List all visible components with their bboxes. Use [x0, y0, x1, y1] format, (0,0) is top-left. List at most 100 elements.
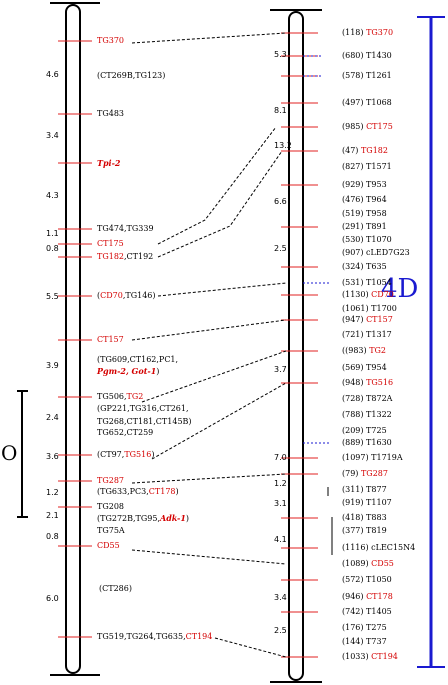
left-marker-20: TG75A [97, 526, 125, 536]
left-marker-21: CD55 [97, 541, 120, 551]
right-marker-15: (1130) CD70 [342, 290, 394, 300]
right-distance-3: 6.6 [274, 197, 287, 206]
right-marker-35: (946) CT178 [342, 592, 393, 602]
bracket-symbol: O [1, 441, 18, 465]
right-marker-12: (907) cLED7G23 [342, 248, 410, 258]
marker-name-segment: CT194 [371, 652, 398, 661]
marker-name-segment: (CT269B,TG123) [97, 71, 166, 80]
marker-name-segment: (531) T1054 [342, 278, 392, 287]
marker-name-segment: Pgm-2, Got-1 [97, 366, 157, 376]
right-marker-38: (144) T737 [342, 637, 387, 647]
left-distance-3: 1.1 [46, 229, 59, 238]
right-marker-19: ((983) TG2 [342, 346, 386, 356]
right-marker-11: (530) T1070 [342, 235, 392, 245]
connector-4 [131, 319, 287, 341]
left-distance-2: 4.3 [46, 191, 59, 200]
marker-name-segment: (519) T958 [342, 209, 387, 218]
marker-name-segment: (476) T964 [342, 195, 387, 204]
right-distance-11: 2.5 [274, 626, 287, 635]
marker-name-segment: CT194 [185, 632, 213, 641]
right-marker-27: (79) TG287 [342, 469, 388, 479]
marker-name-segment: ) [175, 487, 179, 496]
left-marker-17: (TG633,PC3,CT178) [97, 487, 179, 497]
right-chromosome [270, 9, 322, 683]
right-marker-16: (1061) T1700 [342, 304, 397, 314]
left-chromosome [50, 2, 100, 676]
marker-name-segment: TG516 [366, 378, 394, 387]
marker-name-segment: CD55 [371, 559, 394, 568]
marker-name-segment: TG370 [366, 28, 394, 37]
left-marker-19: (TG272B,TG95,Adk-1) [97, 513, 189, 524]
marker-name-segment: TG182 [360, 146, 388, 155]
right-marker-34: (572) T1050 [342, 575, 392, 585]
marker-name-segment: (578) T1261 [342, 71, 392, 80]
chromosome-bracket [417, 16, 445, 668]
marker-name-segment: CD55 [97, 541, 120, 550]
marker-name-segment: (TG272B,TG95, [97, 514, 160, 523]
left-marker-11: TG506,TG2 [97, 392, 143, 402]
left-marker-1: (CT269B,TG123) [97, 71, 165, 81]
marker-name-segment: (742) T1405 [342, 607, 392, 616]
left-distance-11: 0.8 [46, 532, 59, 541]
left-marker-18: TG208 [97, 502, 124, 512]
right-marker-31: (377) T819 [342, 526, 387, 536]
right-marker-30: (418) T883 [342, 513, 387, 523]
left-distance-7: 2.4 [46, 413, 59, 422]
marker-name-segment: ) [185, 514, 190, 523]
marker-name-segment: TG182 [97, 252, 124, 261]
right-distance-6: 7.0 [274, 453, 287, 462]
right-marker-37: (176) T275 [342, 623, 387, 633]
marker-name-segment: (291) T891 [342, 222, 387, 231]
marker-name-segment: (827) T1571 [342, 162, 392, 171]
right-marker-7: (929) T953 [342, 180, 387, 190]
marker-name-segment: (TG609,CT162,PC1, [97, 355, 179, 364]
right-marker-5: (47) TG182 [342, 146, 388, 156]
marker-name-segment: TG474,TG339 [97, 224, 154, 233]
marker-name-segment: TG208 [97, 502, 124, 511]
right-distance-10: 3.4 [274, 593, 287, 602]
left-marker-12: (GP221,TG316,CT261, [97, 404, 189, 414]
left-distance-10: 2.1 [46, 511, 59, 520]
marker-name-segment: ((983) [342, 346, 370, 355]
right-distance-4: 2.5 [274, 244, 287, 253]
marker-name-segment: TG287 [97, 476, 124, 485]
marker-name-segment: (1116) cLEC15N4 [342, 543, 416, 552]
marker-name-segment: TG2 [126, 392, 144, 401]
marker-name-segment: (176) T275 [342, 623, 387, 632]
left-marker-16: TG287 [97, 476, 124, 486]
marker-name-segment: (1097) T1719A [342, 453, 403, 462]
left-marker-ticks [58, 40, 92, 638]
marker-name-segment: TG483 [97, 109, 124, 118]
left-marker-2: TG483 [97, 109, 124, 119]
left-distance-0: 4.6 [46, 70, 59, 79]
marker-name-segment: (418) T883 [342, 513, 387, 522]
marker-name-segment: (144) T737 [342, 637, 387, 646]
marker-name-segment: (118) [342, 28, 367, 37]
marker-name-segment: (530) T1070 [342, 235, 392, 244]
marker-name-segment: TG268,CT181,CT145B) [97, 417, 192, 426]
right-marker-26: (1097) T1719A [342, 453, 403, 463]
right-distance-2: 13.2 [274, 141, 292, 150]
right-marker-24: (209) T725 [342, 426, 387, 436]
right-marker-23: (788) T1322 [342, 410, 392, 420]
left-distance-6: 3.9 [46, 361, 59, 370]
right-marker-1: (680) T1430 [342, 51, 392, 61]
connector-0 [131, 32, 287, 44]
marker-name-segment: CT175 [97, 239, 124, 248]
marker-name-segment: (680) T1430 [342, 51, 392, 60]
right-marker-33: (1089) CD55 [342, 559, 394, 569]
marker-name-segment: ,CT192 [124, 252, 154, 261]
right-marker-32: (1116) cLEC15N4 [342, 543, 415, 553]
marker-name-segment: TG370 [97, 36, 124, 45]
marker-name-segment: CT175 [366, 122, 393, 131]
right-distance-7: 1.2 [274, 479, 287, 488]
marker-name-segment: CT178 [148, 487, 176, 496]
right-distance-1: 8.1 [274, 106, 287, 115]
left-marker-7: (CD70,TG146) [97, 291, 156, 301]
marker-name-segment: (311) T877 [342, 485, 387, 494]
marker-name-segment: ) [156, 367, 160, 376]
marker-name-segment: Tpi-2 [97, 158, 121, 168]
marker-name-segment: (721) T1317 [342, 330, 392, 339]
right-marker-10: (291) T891 [342, 222, 387, 232]
left-marker-6: TG182,CT192 [97, 252, 153, 262]
